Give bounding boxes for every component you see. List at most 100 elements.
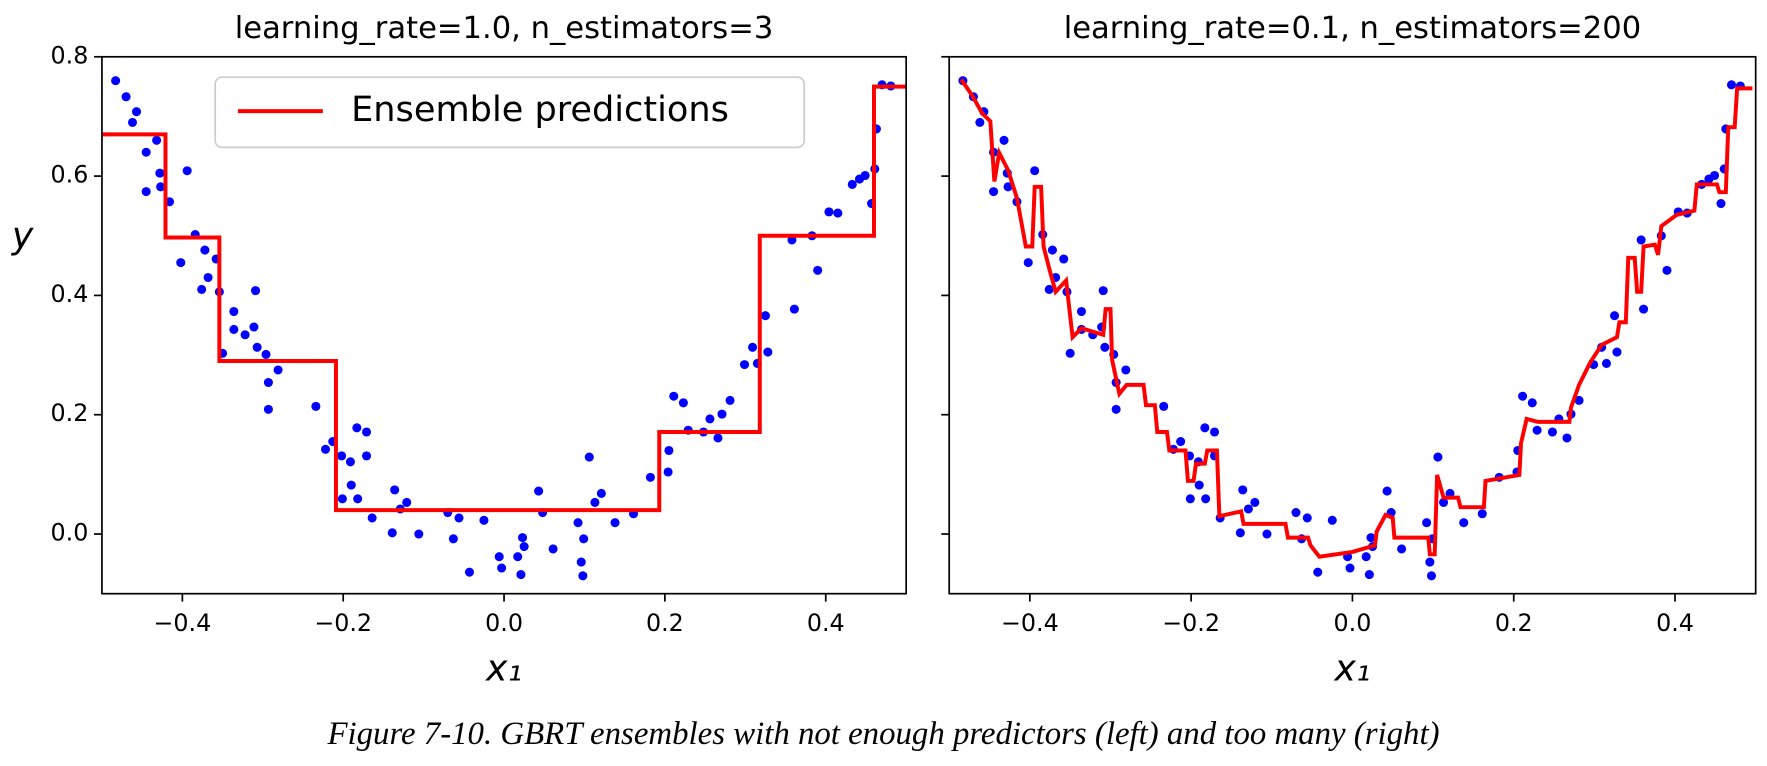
data-point: [1111, 404, 1121, 414]
data-point: [1574, 395, 1584, 405]
data-point: [448, 534, 458, 544]
data-point: [121, 92, 131, 102]
x-tick-label: 0.0: [1334, 609, 1372, 637]
x-axis-label: x₁: [1333, 647, 1370, 690]
y-axis-label: y: [11, 214, 34, 257]
data-point: [610, 518, 620, 528]
data-point: [548, 544, 558, 554]
data-point: [454, 513, 464, 523]
data-point: [1361, 552, 1371, 562]
data-point: [519, 542, 529, 552]
data-point: [1200, 423, 1210, 433]
y-tick-label: 0.4: [51, 280, 89, 308]
data-point: [152, 135, 162, 145]
data-point: [337, 451, 347, 461]
data-point: [1302, 513, 1312, 523]
data-point: [1194, 480, 1204, 490]
y-tick-label: 0.0: [51, 519, 89, 547]
data-point: [989, 187, 999, 197]
data-point: [182, 166, 192, 176]
data-point: [590, 497, 600, 507]
data-point: [1076, 306, 1086, 317]
data-point: [1327, 515, 1337, 525]
data-point: [176, 258, 186, 268]
data-point: [1345, 563, 1355, 573]
data-point: [739, 360, 750, 370]
x-tick-label: 0.4: [807, 609, 845, 637]
data-point: [763, 347, 773, 357]
x-axis-label: x₁: [485, 647, 522, 690]
data-point: [1433, 452, 1443, 462]
data-point: [1662, 265, 1672, 275]
y-tick-label: 0.2: [51, 399, 89, 427]
data-point: [111, 76, 121, 86]
data-point: [197, 284, 207, 294]
data-point: [320, 444, 331, 454]
data-point: [1003, 182, 1013, 192]
data-point: [229, 324, 239, 334]
data-point: [1121, 365, 1131, 375]
axes-frame: [948, 55, 1757, 595]
data-point: [1612, 347, 1622, 357]
data-point: [860, 170, 870, 181]
data-point: [353, 494, 363, 504]
x-tick-label: 0.4: [1656, 609, 1694, 637]
data-point: [534, 486, 544, 496]
x-tick-label: 0.2: [646, 609, 684, 637]
data-point: [1364, 570, 1374, 580]
data-point: [263, 377, 273, 388]
data-point: [1439, 497, 1449, 507]
data-point: [1716, 199, 1726, 209]
data-point: [813, 265, 823, 275]
x-tick-label: −0.4: [154, 609, 212, 637]
data-point: [156, 182, 166, 192]
data-point: [1518, 391, 1528, 401]
data-point: [1601, 358, 1612, 368]
data-point: [578, 571, 588, 581]
data-point: [513, 552, 523, 562]
data-point: [337, 494, 347, 504]
data-point: [497, 563, 507, 573]
data-point: [1030, 166, 1040, 176]
plot-title: learning_rate=1.0, n_estimators=3: [235, 11, 774, 46]
data-point: [1291, 508, 1301, 518]
data-point: [678, 398, 688, 408]
x-tick-label: 0.2: [1495, 609, 1533, 637]
data-point: [1532, 425, 1542, 435]
legend-box: [214, 76, 806, 149]
data-point: [414, 529, 424, 539]
data-point: [1425, 557, 1435, 567]
data-point: [1243, 504, 1253, 514]
data-point: [311, 401, 321, 411]
data-point: [1044, 284, 1054, 294]
data-point: [1422, 518, 1432, 528]
data-point: [1201, 494, 1211, 504]
data-point: [1176, 437, 1186, 447]
data-point: [576, 557, 586, 567]
data-point: [1235, 528, 1245, 538]
data-point: [361, 451, 372, 461]
y-tick-label: 0.8: [51, 41, 89, 69]
data-point: [249, 322, 259, 332]
data-point: [518, 533, 528, 543]
data-point: [1366, 533, 1376, 543]
data-point: [1185, 494, 1195, 504]
data-point: [725, 395, 735, 405]
data-point: [1726, 80, 1737, 90]
data-point: [494, 552, 504, 562]
data-point: [579, 534, 589, 544]
data-point: [1477, 509, 1487, 519]
data-point: [131, 107, 142, 117]
data-point: [1159, 401, 1169, 411]
legend-label: Ensemble predictions: [351, 89, 729, 130]
data-point: [361, 427, 372, 437]
data-point: [155, 168, 165, 178]
prediction-line: [959, 78, 1753, 559]
data-point: [669, 391, 679, 401]
data-point: [1262, 529, 1272, 539]
data-point: [1059, 254, 1069, 264]
data-point: [229, 306, 239, 317]
data-point: [352, 423, 362, 433]
data-point: [1098, 286, 1108, 296]
